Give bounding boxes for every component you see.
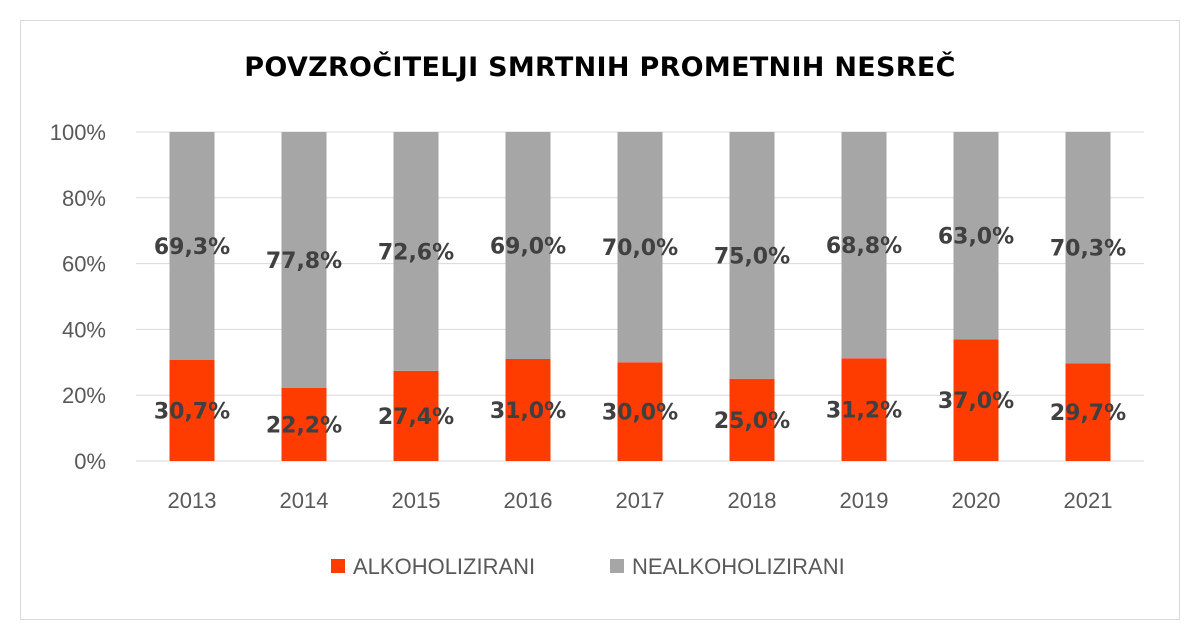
data-label: 75,0% [714, 244, 790, 269]
data-label: 22,2% [266, 413, 342, 438]
bar-alkoholizirani [281, 387, 327, 461]
bar-alkoholizirani [1065, 363, 1111, 461]
bar-nealkoholizirani [1065, 132, 1111, 364]
legend-label: ALKOHOLIZIRANI [353, 554, 535, 579]
bar-nealkoholizirani [841, 132, 887, 359]
data-label: 30,7% [154, 399, 230, 424]
bar-nealkoholizirani [281, 132, 327, 388]
x-tick-label: 2018 [728, 488, 777, 513]
data-label: 27,4% [378, 405, 454, 430]
data-label: 70,0% [602, 236, 678, 261]
bar-alkoholizirani [841, 358, 887, 461]
bar-nealkoholizirani [393, 132, 439, 371]
data-label: 77,8% [266, 249, 342, 274]
y-tick-label: 100% [50, 120, 106, 145]
chart-title: POVZROČITELJI SMRTNIH PROMETNIH NESREČ [244, 52, 956, 83]
data-label: 70,3% [1050, 237, 1126, 262]
legend-swatch [610, 559, 624, 573]
x-tick-label: 2020 [952, 488, 1001, 513]
x-tick-label: 2019 [840, 488, 889, 513]
legend-label: NEALKOHOLIZIRANI [632, 554, 845, 579]
data-label: 72,6% [378, 240, 454, 265]
x-tick-label: 2017 [616, 488, 665, 513]
bar-nealkoholizirani [505, 132, 551, 360]
x-tick-label: 2016 [504, 488, 553, 513]
bar-alkoholizirani [953, 339, 999, 461]
x-tick-label: 2013 [168, 488, 217, 513]
x-tick-label: 2015 [392, 488, 441, 513]
data-label: 37,0% [938, 389, 1014, 414]
data-label: 25,0% [714, 409, 790, 434]
data-label: 69,3% [154, 235, 230, 260]
bar-nealkoholizirani [953, 132, 999, 340]
data-label: 31,2% [826, 399, 902, 424]
bar-alkoholizirani [617, 362, 663, 461]
bar-alkoholizirani [169, 359, 215, 461]
data-label: 68,8% [826, 234, 902, 259]
data-label: 31,0% [490, 399, 566, 424]
y-tick-label: 40% [62, 317, 106, 342]
bar-alkoholizirani [729, 378, 775, 461]
data-label: 69,0% [490, 235, 566, 260]
bar-nealkoholizirani [617, 132, 663, 363]
legend-swatch [331, 559, 345, 573]
x-tick-label: 2021 [1064, 488, 1113, 513]
y-tick-label: 80% [62, 186, 106, 211]
data-label: 29,7% [1050, 401, 1126, 426]
y-tick-label: 0% [74, 449, 106, 474]
bar-alkoholizirani [505, 359, 551, 461]
data-label: 63,0% [938, 225, 1014, 250]
y-tick-label: 60% [62, 252, 106, 277]
bar-nealkoholizirani [169, 132, 215, 360]
bar-alkoholizirani [393, 370, 439, 461]
x-tick-label: 2014 [280, 488, 329, 513]
y-tick-label: 20% [62, 383, 106, 408]
bar-nealkoholizirani [729, 132, 775, 379]
data-label: 30,0% [602, 401, 678, 426]
